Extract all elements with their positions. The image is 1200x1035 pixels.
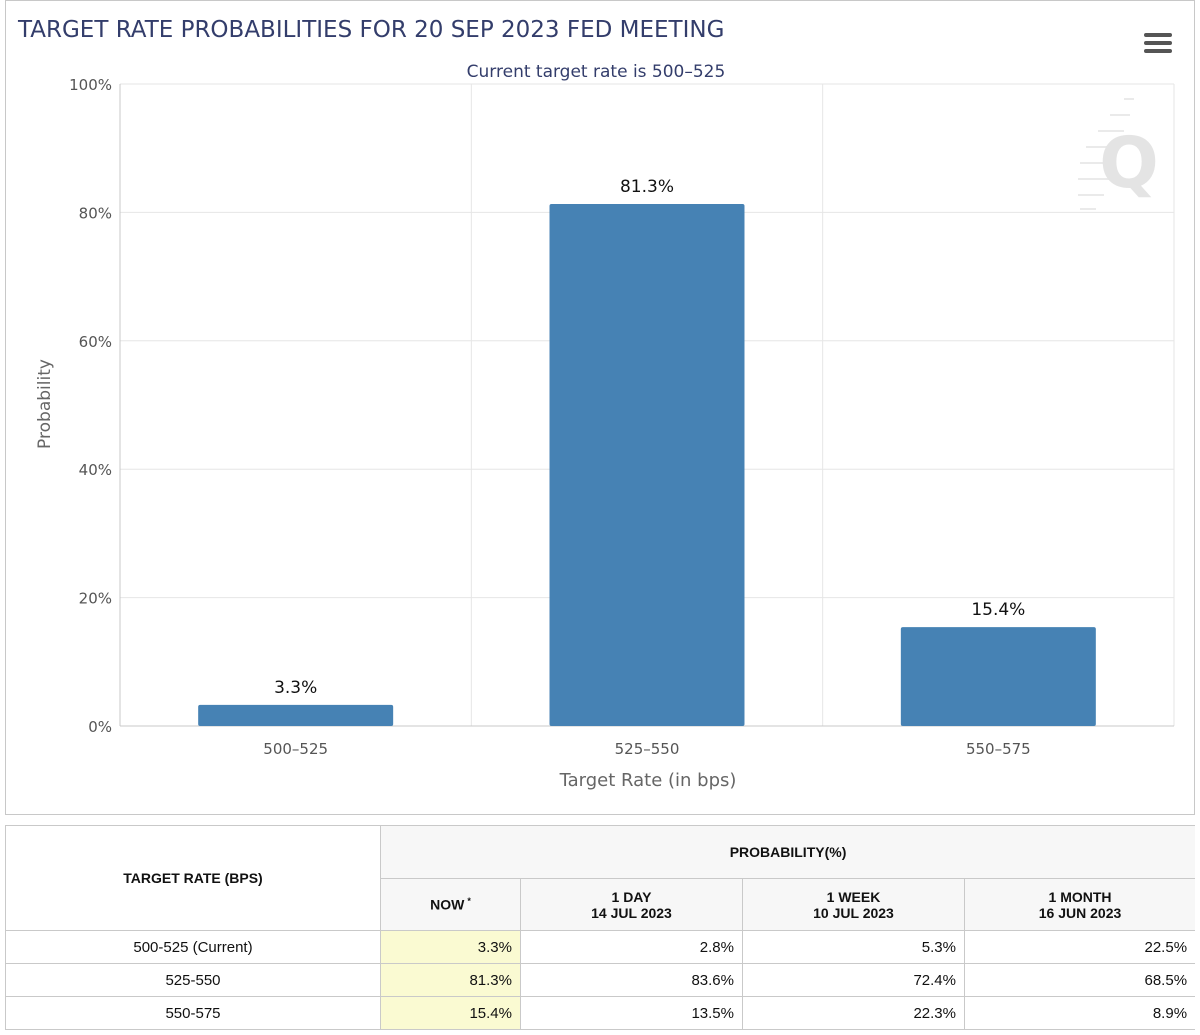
chart-title: TARGET RATE PROBABILITIES FOR 20 SEP 202… [17,17,724,43]
column-header-line2: 14 JUL 2023 [591,904,672,921]
hamburger-menu-icon[interactable] [1144,33,1172,55]
value-cell: 83.6% [520,963,743,997]
data-label: 81.3% [620,177,674,197]
column-header-1-week: 1 WEEK 10 JUL 2023 [742,878,965,931]
footnote-mark: * [467,896,471,907]
column-header-line1: 1 MONTH [1048,888,1112,905]
y-tick-label: 20% [79,590,112,608]
bar [549,204,745,726]
y-tick-label: 40% [79,461,112,479]
value-cell: 8.9% [963,996,1195,1030]
value-cell: 68.5% [963,963,1195,997]
x-tick-label: 525–550 [615,740,680,758]
value-cell: 13.5% [520,996,743,1030]
y-tick-label: 0% [88,718,112,736]
now-value-cell: 81.3% [380,963,521,997]
data-label: 3.3% [274,678,317,698]
chart-panel: TARGET RATE PROBABILITIES FOR 20 SEP 202… [5,0,1195,815]
now-value-cell: 15.4% [380,996,521,1030]
value-cell: 22.3% [742,996,965,1030]
probability-table: TARGET RATE (BPS) PROBABILITY(%) NOW * 1 … [5,825,1195,1030]
q-logo-icon: Q [1078,98,1159,210]
y-tick-label: 80% [79,204,112,222]
probability-header: PROBABILITY(%) [379,825,1195,879]
column-header-1-month: 1 MONTH 16 JUN 2023 [963,878,1195,931]
column-header-line1: 1 WEEK [826,888,881,905]
column-header-line1: NOW [430,896,465,913]
x-tick-label: 550–575 [966,740,1031,758]
table-row: 500-525 (Current) 3.3% 2.8% 5.3% 22.5% [5,930,1195,964]
x-tick-label: 500–525 [263,740,328,758]
bar [198,704,394,726]
column-header-now: NOW * [380,878,521,931]
svg-text:Q: Q [1099,122,1159,204]
value-cell: 72.4% [742,963,965,997]
value-cell: 22.5% [963,930,1195,964]
column-header-line1: 1 DAY [611,888,652,905]
table-row: 525-550 81.3% 83.6% 72.4% 68.5% [5,963,1195,997]
y-tick-label: 60% [79,333,112,351]
rate-cell: 525-550 [5,963,381,997]
probability-table-container: TARGET RATE (BPS) PROBABILITY(%) NOW * 1 … [5,825,1195,1035]
now-value-cell: 3.3% [380,930,521,964]
value-cell: 2.8% [520,930,743,964]
value-cell: 5.3% [742,930,965,964]
chart-subtitle: Current target rate is 500–525 [467,62,726,82]
column-header-line2: 10 JUL 2023 [813,904,894,921]
bar [900,627,1096,726]
column-header-1-day: 1 DAY 14 JUL 2023 [520,878,743,931]
x-axis-title: Target Rate (in bps) [559,770,737,791]
target-rate-header: TARGET RATE (BPS) [5,825,381,931]
column-header-line2: 16 JUN 2023 [1038,904,1122,921]
rate-cell: 550-575 [5,996,381,1030]
bar-chart: TARGET RATE PROBABILITIES FOR 20 SEP 202… [17,17,1175,791]
table-row: 550-575 15.4% 13.5% 22.3% 8.9% [5,996,1195,1030]
y-tick-label: 100% [69,76,112,94]
rate-cell: 500-525 (Current) [5,930,381,964]
data-label: 15.4% [971,600,1025,620]
y-axis-title: Probability [35,359,55,449]
